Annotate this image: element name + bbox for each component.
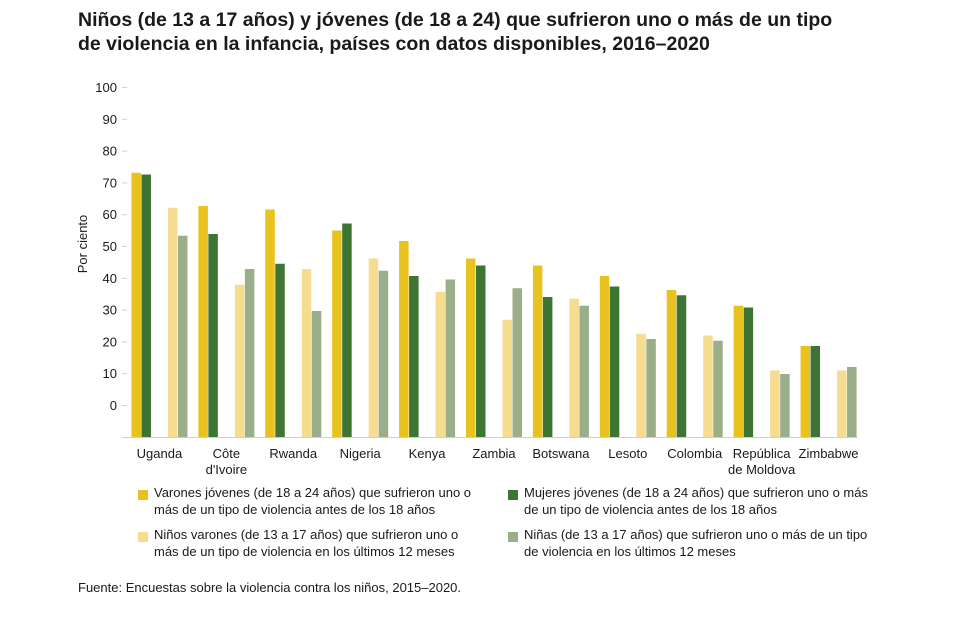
x-category-label: Nigeria [340,446,382,461]
bar-girls [244,269,255,437]
bar-girls [646,339,656,437]
bar-young-women [476,265,486,437]
y-tick-label: 80 [103,144,117,159]
y-axis-title: Por ciento [75,215,90,274]
legend-swatch-boys [138,532,148,542]
y-tick-label: 70 [103,175,117,190]
bar-young-men [733,305,744,437]
x-category-label: Zimbabwe [799,446,859,461]
bar-young-men [265,209,275,437]
bar-young-men [399,241,409,437]
x-category-label: Côte [213,446,240,461]
x-category-label: Uganda [137,446,183,461]
bar-young-men [666,290,677,437]
chart-title: Niños (de 13 a 17 años) y jóvenes (de 18… [78,8,908,56]
bar-girls [780,374,790,437]
bar-young-women [409,276,419,437]
bar-young-women [609,286,620,437]
bar-young-women [542,297,553,437]
y-tick-label: 90 [103,112,117,127]
bar-girls [311,311,322,437]
y-tick-label: 50 [103,239,117,254]
bar-young-women [676,295,687,437]
legend-text-young-men-line-1: Varones jóvenes (de 18 a 24 años) que su… [154,485,472,500]
bar-girls [579,305,589,437]
bar-boys [167,207,178,437]
bar-young-women [275,263,285,437]
x-category-label: de Moldova [728,462,796,477]
bar-girls [378,270,389,437]
y-tick-label: 10 [103,366,117,381]
bar-young-men [466,258,476,437]
bar-young-men [198,206,208,437]
bar-girls [713,340,723,437]
bar-girls [847,367,857,437]
y-tick-label: 30 [103,303,117,318]
x-category-label: Zambia [472,446,516,461]
bar-girls [512,288,522,437]
bar-boys [837,370,847,437]
x-category-label: Rwanda [269,446,317,461]
x-category-label: Lesoto [608,446,647,461]
bar-young-women [141,174,151,437]
bar-young-women [810,346,821,437]
x-category-label: Colombia [667,446,723,461]
x-category-label: República [733,446,792,461]
x-category-label: d'Ivoire [206,462,248,477]
bar-young-men [332,230,342,437]
x-category-label: Botswana [532,446,590,461]
y-tick-label: 100 [95,80,117,95]
bar-boys [636,333,646,437]
legend-text-girls-line-1: Niñas (de 13 a 17 años) que sufrieron un… [524,527,868,542]
source-note: Fuente: Encuestas sobre la violencia con… [78,580,462,595]
legend-swatch-girls [508,532,518,542]
bar-young-women [208,234,218,437]
legend-text-boys-line-2: más de un tipo de violencia en los últim… [154,544,455,559]
bar-boys [502,319,512,437]
bar-young-women [743,307,754,437]
legend-swatch-young-women [508,490,518,500]
y-tick-label: 0 [110,398,117,413]
legend-text-young-women-line-1: Mujeres jóvenes (de 18 a 24 años) que su… [524,485,868,500]
legend-text-young-men-line-2: más de un tipo de violencia antes de los… [154,502,436,517]
chart-title-line-1: Niños (de 13 a 17 años) y jóvenes (de 18… [78,9,833,31]
bar-boys [770,370,780,437]
bar-girls [445,279,456,437]
x-category-label: Kenya [409,446,447,461]
chart-title-line-2: de violencia en la infancia, países con … [78,33,710,55]
legend-text-girls-line-2: de violencia en los últimos 12 meses [524,544,736,559]
legend-swatch-young-men [138,490,148,500]
bar-young-women [342,223,352,437]
legend-text-young-women-line-2: de un tipo de violencia antes de los 18 … [524,502,777,517]
y-tick-label: 20 [103,334,117,349]
bar-boys [703,335,713,437]
y-tick-label: 60 [103,207,117,222]
bar-girls [177,235,188,437]
bar-young-men [800,346,811,437]
bar-boys [435,291,446,437]
bar-boys [569,298,579,437]
bar-boys [234,284,245,437]
y-tick-label: 40 [103,271,117,286]
bar-boys [301,269,312,437]
bar-boys [368,258,379,437]
bar-young-men [131,172,141,437]
bar-young-men [599,276,610,437]
bar-young-men [532,265,543,437]
legend-text-boys-line-1: Niños varones (de 13 a 17 años) que sufr… [154,527,459,542]
